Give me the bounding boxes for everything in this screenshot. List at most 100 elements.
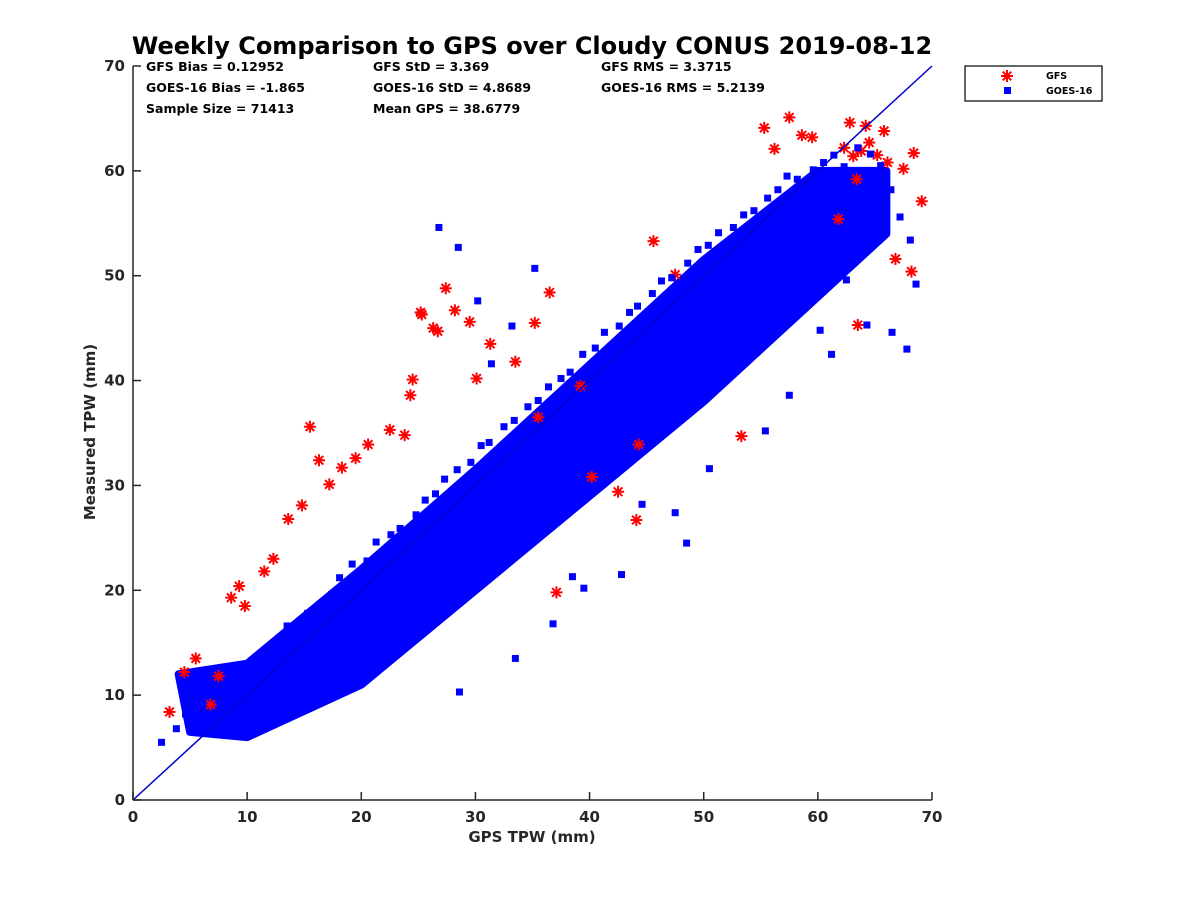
goes-point (830, 151, 838, 159)
goes-point (840, 163, 848, 171)
goes-point (785, 391, 793, 399)
legend-gfs-marker-icon (1001, 70, 1013, 82)
gfs-point (850, 173, 863, 186)
goes-point (544, 383, 552, 391)
goes-series (158, 144, 920, 746)
goes-point (372, 538, 380, 546)
x-tick-label: 60 (807, 808, 828, 826)
goes-point (671, 509, 679, 517)
goes-point (657, 277, 665, 285)
gfs-point (632, 438, 645, 451)
gfs-point (528, 316, 541, 329)
y-tick-label: 70 (104, 57, 125, 75)
goes-point (750, 207, 758, 215)
goes-point (531, 264, 539, 272)
gfs-point (463, 315, 476, 328)
goes-point (275, 644, 283, 652)
gfs-point (189, 652, 202, 665)
stats-block: GFS Bias = 0.12952 GOES-16 Bias = -1.865… (146, 59, 765, 116)
goes-point (508, 322, 516, 330)
stat-gfs-std: GFS StD = 3.369 (373, 59, 489, 74)
gfs-point (349, 452, 362, 465)
y-tick-label: 20 (104, 581, 125, 599)
goes-point (224, 706, 232, 714)
goes-point (820, 158, 828, 166)
gfs-point (335, 461, 348, 474)
y-axis-label: Measured TPW (mm) (81, 344, 99, 520)
goes-point (317, 602, 325, 610)
goes-point (634, 302, 642, 310)
goes-point (421, 496, 429, 504)
goes-point (764, 194, 772, 202)
goes-point (524, 403, 532, 411)
goes-point (188, 716, 196, 724)
gfs-point (783, 111, 796, 124)
goes-point (387, 531, 395, 539)
goes-point (431, 490, 439, 498)
goes-point (566, 368, 574, 376)
gfs-point (915, 195, 928, 208)
goes-point (485, 438, 493, 446)
gfs-point (295, 499, 308, 512)
gfs-point (238, 600, 251, 613)
goes-point (828, 350, 836, 358)
gfs-point (585, 471, 598, 484)
gfs-point (204, 698, 217, 711)
goes-point (363, 557, 371, 565)
goes-point (705, 465, 713, 473)
gfs-point (415, 308, 428, 321)
gfs-point (163, 705, 176, 718)
goes-point (304, 609, 312, 617)
y-tick-label: 50 (104, 267, 125, 285)
goes-point (888, 328, 896, 336)
goes-point (854, 144, 862, 152)
gfs-point (612, 485, 625, 498)
chart-title: Weekly Comparison to GPS over Cloudy CON… (132, 32, 932, 60)
gfs-point (439, 282, 452, 295)
legend-box (964, 65, 1103, 102)
goes-point (435, 223, 443, 231)
goes-point (638, 500, 646, 508)
gfs-point (847, 150, 860, 163)
goes-point (684, 259, 692, 267)
goes-point (453, 466, 461, 474)
goes-point (896, 213, 904, 221)
gfs-point (735, 430, 748, 443)
gfs-point (878, 125, 891, 138)
goes-point (842, 276, 850, 284)
goes-point (467, 458, 475, 466)
gfs-point (532, 411, 545, 424)
x-tick-label: 40 (579, 808, 600, 826)
gfs-point (795, 129, 808, 142)
x-tick-label: 50 (693, 808, 714, 826)
y-tick-label: 60 (104, 162, 125, 180)
goes-point (441, 475, 449, 483)
axes: 0 10 20 30 40 50 60 70 0 10 20 30 40 50 60 70 (104, 57, 942, 826)
goes-point (615, 322, 623, 330)
gfs-point (881, 156, 894, 169)
y-tick-label: 40 (104, 372, 125, 390)
goes-point (336, 574, 344, 582)
gfs-point (647, 235, 660, 248)
point-cloud (174, 166, 891, 742)
goes-point (579, 350, 587, 358)
gfs-series (163, 111, 928, 718)
goes-point (591, 344, 599, 352)
gfs-point (897, 162, 910, 175)
goes-point (211, 686, 219, 694)
goes-point (412, 511, 420, 519)
goes-point (809, 166, 817, 174)
stat-gfs-bias: GFS Bias = 0.12952 (146, 59, 284, 74)
goes-point (477, 442, 485, 450)
goes-point (783, 172, 791, 180)
one-to-one-line (132, 65, 933, 801)
goes-point (487, 360, 495, 368)
legend-goes-marker-icon (1004, 87, 1011, 94)
gfs-point (550, 586, 563, 599)
gfs-point (323, 478, 336, 491)
gfs-point (225, 591, 238, 604)
goes-point (511, 654, 519, 662)
stat-goes-rms: GOES-16 RMS = 5.2139 (601, 80, 765, 95)
goes-point (816, 326, 824, 334)
